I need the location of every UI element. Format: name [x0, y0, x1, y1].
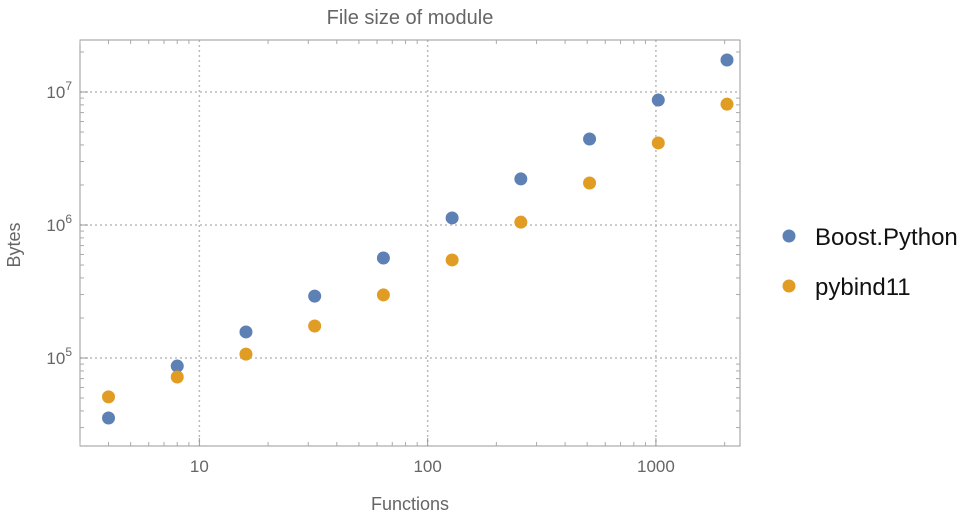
plot-frame — [79, 39, 741, 447]
point-boost-python — [239, 325, 253, 339]
tick-exponent: 6 — [65, 212, 72, 226]
point-boost-python — [170, 359, 184, 373]
point-pybind11 — [583, 176, 597, 190]
point-boost-python — [514, 172, 528, 186]
point-pybind11 — [720, 97, 734, 111]
legend-label-boost-python: Boost.Python — [815, 224, 958, 251]
point-pybind11 — [239, 347, 253, 361]
point-pybind11 — [651, 136, 665, 150]
legend-marker-boost-python — [782, 229, 796, 243]
points — [102, 53, 734, 425]
point-boost-python — [102, 411, 116, 425]
point-boost-python — [445, 211, 459, 225]
point-boost-python — [651, 93, 665, 107]
y-tick-label: 106 — [46, 212, 72, 235]
y-tick-label: 105 — [46, 345, 72, 368]
x-axis-label: Functions — [371, 494, 449, 513]
point-boost-python — [720, 53, 734, 67]
point-pybind11 — [102, 390, 116, 404]
tick-base: 10 — [46, 83, 65, 102]
y-tick-label: 107 — [46, 79, 72, 102]
tick-exponent: 5 — [65, 345, 72, 359]
chart-title: File size of module — [327, 7, 494, 29]
point-boost-python — [308, 289, 322, 303]
x-tick-label: 100 — [413, 457, 441, 476]
tick-base: 10 — [46, 349, 65, 368]
point-pybind11 — [170, 370, 184, 384]
tick-base: 10 — [46, 216, 65, 235]
x-tick-label: 1000 — [637, 457, 675, 476]
legend: Boost.Python pybind11 — [782, 224, 958, 301]
legend-marker-pybind11 — [782, 279, 796, 293]
y-axis-label: Bytes — [4, 222, 24, 267]
x-tick-label: 10 — [190, 457, 209, 476]
tick-exponent: 7 — [65, 79, 72, 93]
point-boost-python — [583, 132, 597, 146]
grid — [80, 40, 740, 446]
legend-label-pybind11: pybind11 — [815, 274, 911, 301]
point-pybind11 — [308, 319, 322, 333]
point-boost-python — [376, 251, 390, 265]
point-pybind11 — [445, 253, 459, 267]
point-pybind11 — [514, 215, 528, 229]
point-pybind11 — [376, 288, 390, 302]
